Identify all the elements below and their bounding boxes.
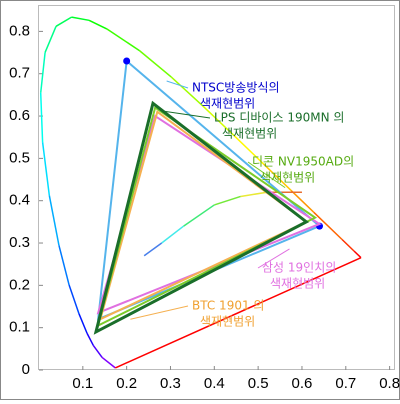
spectral-locus — [92, 345, 103, 358]
series-label: 색재현범위 — [270, 277, 325, 291]
spectral-locus — [68, 284, 80, 315]
x-tick-label: 0.6 — [292, 375, 313, 392]
spectral-locus — [353, 250, 362, 259]
spectral-locus — [313, 211, 343, 241]
x-tick-label: 0.5 — [248, 375, 269, 392]
gamut-triangle — [98, 110, 309, 322]
spectral-locus — [106, 28, 141, 52]
spectral-locus — [290, 189, 315, 213]
y-tick-label: 0.4 — [9, 192, 30, 209]
plot-area — [38, 5, 395, 370]
spectral-locus — [78, 313, 88, 334]
spectral-locus — [263, 163, 292, 191]
spectral-locus — [86, 332, 95, 346]
gamut-triangle — [93, 100, 310, 335]
y-tick-label: 0.8 — [9, 22, 30, 39]
spectral-locus — [48, 195, 60, 246]
spectral-locus — [139, 50, 172, 78]
spectral-locus — [101, 356, 116, 369]
planckian-locus — [183, 204, 215, 227]
leader-line — [247, 161, 286, 189]
spectral-locus — [341, 238, 355, 252]
series-label: 디콘 NV1950AD의 — [252, 155, 354, 169]
spectral-locus — [88, 19, 108, 30]
planckian-locus — [161, 225, 185, 244]
leader-line — [166, 80, 189, 89]
y-tick-label: 0.3 — [9, 234, 30, 251]
series-label: LPS 디바이스 190MN 의 — [214, 111, 344, 125]
spectral-locus — [58, 244, 70, 286]
gamut-triangle — [96, 105, 318, 328]
x-tick-label: 0.8 — [379, 375, 400, 392]
spectral-locus — [233, 134, 265, 165]
spectral-locus — [39, 52, 46, 93]
x-tick-label: 0.7 — [335, 375, 356, 392]
planckian-locus — [143, 242, 163, 257]
vertex-marker — [123, 57, 131, 65]
series-label: BTC 1901 의 — [192, 299, 264, 313]
spectral-locus — [170, 76, 204, 107]
spectral-locus — [44, 26, 57, 53]
x-tick-label: 0.4 — [204, 375, 225, 392]
series-label: 색재현범위 — [222, 127, 277, 141]
series-label: 색재현범위 — [200, 97, 255, 111]
series-label: NTSC방송방식의 — [192, 81, 280, 95]
series-label: 색재현범위 — [200, 315, 255, 329]
y-tick-label: 0.7 — [9, 65, 30, 82]
y-tick-label: 0.6 — [9, 107, 30, 124]
x-tick-label: 0.3 — [160, 375, 181, 392]
series-label: 색재현범위 — [260, 171, 315, 185]
spectral-locus — [55, 16, 72, 27]
y-tick-label: 0 — [22, 361, 30, 378]
x-tick-label: 0.1 — [72, 375, 93, 392]
y-tick-label: 0.5 — [9, 149, 30, 166]
y-tick-label: 0.1 — [9, 319, 30, 336]
planckian-locus — [214, 195, 241, 206]
purple-line — [114, 257, 362, 369]
spectral-locus — [202, 105, 235, 136]
leader-line — [164, 110, 211, 119]
series-label: 삼성 19인치의 — [262, 261, 336, 275]
spectral-locus — [39, 92, 44, 143]
spectral-locus — [71, 16, 90, 22]
leader-line — [257, 248, 290, 269]
planckian-locus — [240, 191, 268, 198]
y-tick-label: 0.2 — [9, 276, 30, 293]
spectral-locus — [41, 142, 51, 196]
x-tick-label: 0.2 — [116, 375, 137, 392]
leader-line — [130, 305, 189, 320]
